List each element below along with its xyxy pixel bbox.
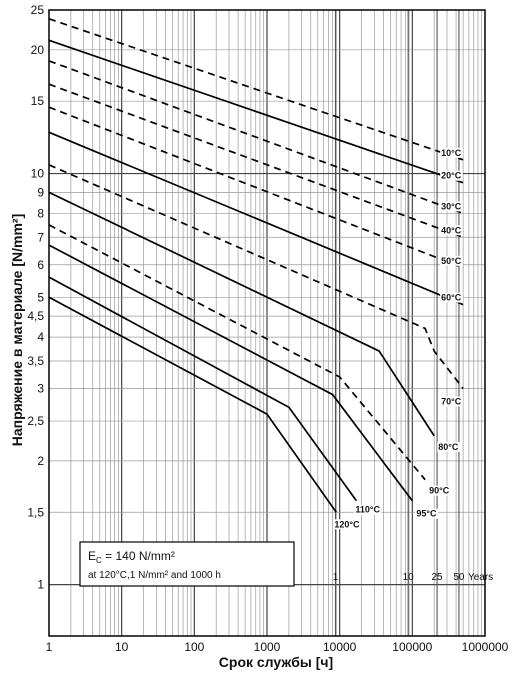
series-line-80C	[48, 191, 435, 437]
series-line-70C	[48, 164, 464, 390]
series-line-40C	[48, 83, 464, 239]
x-tick-label: 1000000	[462, 640, 509, 654]
y-tick-label: 1	[37, 578, 44, 592]
series-lines	[48, 17, 464, 513]
y-tick-label: 10	[31, 167, 45, 181]
series-label-bg	[440, 147, 463, 158]
annotation-line-1: EC = 140 N/mm²	[88, 549, 175, 565]
series-line-10C	[48, 17, 464, 161]
series-line-30C	[48, 60, 464, 215]
years-unit-label: Years	[468, 572, 493, 583]
series-label: 30°C	[441, 201, 462, 211]
annotation-frame	[79, 541, 295, 587]
y-tick-label: 15	[31, 94, 45, 108]
y-tick-label: 6	[37, 258, 44, 272]
series-label-bg	[437, 441, 460, 452]
series-line-110C	[48, 276, 358, 502]
x-tick-label: 10000	[323, 640, 357, 654]
y-tick-label: 4,5	[27, 309, 44, 323]
y-tick-label: 4	[37, 330, 44, 344]
x-axis-label: Срок службы [ч]	[219, 654, 333, 670]
plot-frame	[48, 9, 486, 637]
y-tick-label: 3	[37, 382, 44, 396]
series-label: 95°C	[416, 509, 437, 519]
annotation-main: E	[88, 549, 96, 563]
series-label: 120°C	[334, 519, 360, 529]
y-tick-label: 7	[37, 230, 44, 244]
series-label-bg	[440, 255, 463, 266]
tick-labels: 1 10 100 1000 10000 100000 1000000 1 1,5 2 2,5 3 3,5…	[27, 3, 508, 654]
x-tick-label: 10	[115, 640, 129, 654]
annotation-line-2: at 120°C,1 N/mm² and 1000 h	[88, 570, 221, 581]
year-marks: 1 10 25 50 Years	[333, 10, 493, 636]
y-tick-label: 2	[37, 454, 44, 468]
series-label: 40°C	[441, 225, 462, 235]
series-label-bg	[440, 201, 463, 212]
series-label-bg	[333, 519, 361, 530]
annotation-value: = 140 N/mm²	[102, 549, 175, 563]
year-label: 1	[333, 572, 339, 583]
series-label-bg	[440, 292, 463, 303]
series-line-20C	[48, 39, 464, 184]
series-label-bg	[415, 508, 438, 519]
annotation-box: EC = 140 N/mm² at 120°C,1 N/mm² and 1000…	[79, 541, 295, 587]
year-label: 10	[403, 572, 415, 583]
series-label: 10°C	[441, 148, 462, 158]
series-label-bg	[440, 396, 463, 407]
series-label: 80°C	[438, 442, 459, 452]
series-label-bg	[440, 225, 463, 236]
y-tick-label: 8	[37, 206, 44, 220]
series-labels: 10°C 20°C 30°C 40°C 50°C 60°C 70°C 80°C 90°C 95°C…	[333, 147, 463, 530]
series-line-60C	[48, 131, 464, 306]
y-tick-label: 25	[31, 3, 45, 17]
y-tick-label: 1,5	[27, 505, 44, 519]
y-tick-label: 2,5	[27, 414, 44, 428]
series-line-50C	[48, 106, 464, 269]
y-tick-label: 5	[37, 290, 44, 304]
series-label: 90°C	[429, 486, 450, 496]
y-tick-label: 20	[31, 43, 45, 57]
series-label-bg	[354, 504, 382, 515]
series-label: 70°C	[441, 397, 462, 407]
series-label: 20°C	[441, 171, 462, 181]
x-tick-label: 100	[184, 640, 204, 654]
year-label: 50	[453, 572, 465, 583]
series-label-bg	[428, 485, 451, 496]
y-tick-label: 9	[37, 185, 44, 199]
y-tick-label: 3,5	[27, 354, 44, 368]
series-label: 110°C	[355, 505, 380, 515]
y-axis-label: Напряжение в материале [N/mm²]	[9, 214, 25, 446]
x-tick-label: 1000	[254, 640, 281, 654]
series-line-120C	[48, 296, 337, 513]
year-label: 25	[432, 572, 444, 583]
series-label-bg	[440, 170, 463, 181]
series-line-90C	[48, 224, 426, 481]
x-tick-label: 1	[46, 640, 53, 654]
annotation-subscript: C	[96, 556, 102, 565]
series-label: 60°C	[441, 293, 462, 303]
x-tick-label: 100000	[392, 640, 432, 654]
series-line-95C	[48, 244, 413, 502]
series-label: 50°C	[441, 256, 462, 266]
